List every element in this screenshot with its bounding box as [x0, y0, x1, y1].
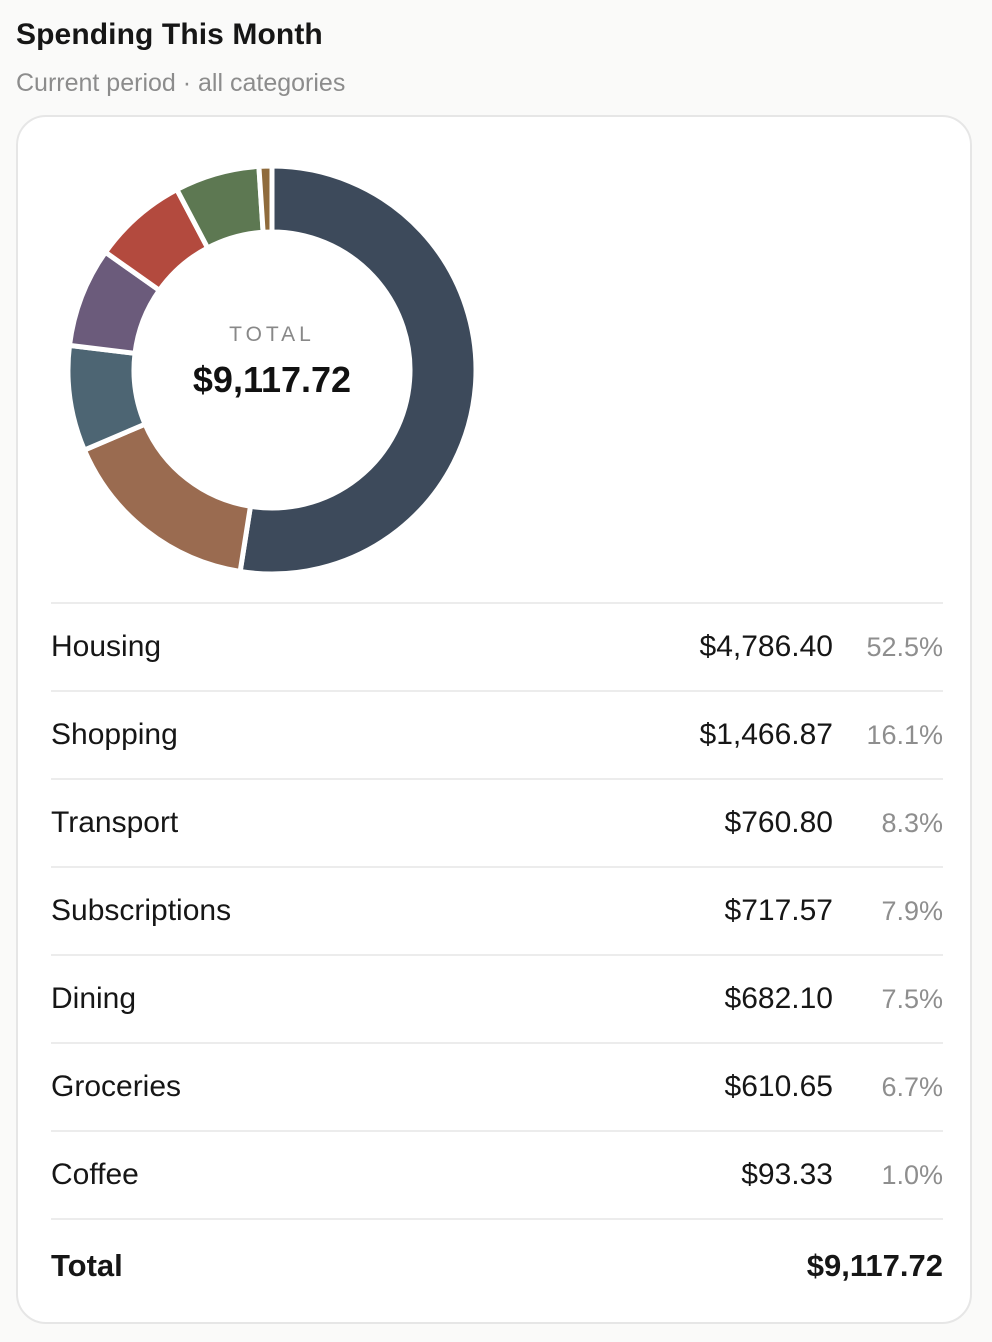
table-row[interactable]: Subscriptions $717.57 7.9%: [51, 866, 943, 954]
category-amount: $93.33: [741, 1158, 833, 1191]
table-row[interactable]: Groceries $610.65 6.7%: [51, 1042, 943, 1130]
table-row[interactable]: Dining $682.10 7.5%: [51, 954, 943, 1042]
total-amount: $9,117.72: [806, 1248, 943, 1283]
donut-center-label: TOTAL: [229, 323, 315, 346]
category-percent: 8.3%: [881, 807, 943, 838]
category-amount: $682.10: [724, 982, 833, 1015]
category-percent: 7.9%: [881, 895, 943, 926]
page-subtitle: Current period · all categories: [16, 69, 346, 97]
spending-card: TOTAL $9,117.72 Housing $4,786.40 52.5% …: [16, 115, 972, 1324]
table-row[interactable]: Shopping $1,466.87 16.1%: [51, 690, 943, 778]
category-name: Subscriptions: [51, 894, 232, 927]
category-amount: $610.65: [724, 1070, 833, 1103]
table-row[interactable]: Housing $4,786.40 52.5%: [51, 602, 943, 690]
category-name: Housing: [51, 630, 162, 663]
page-title: Spending This Month: [16, 18, 323, 51]
category-name: Dining: [51, 982, 137, 1015]
category-amount: $760.80: [724, 806, 833, 839]
category-name: Transport: [51, 806, 179, 839]
category-percent: 1.0%: [881, 1159, 943, 1190]
total-label: Total: [51, 1248, 123, 1283]
category-amount: $1,466.87: [699, 718, 833, 751]
donut-slice-housing[interactable]: [237, 165, 477, 575]
category-percent: 52.5%: [866, 631, 943, 662]
table-row[interactable]: Coffee $93.33 1.0%: [51, 1130, 943, 1218]
category-amount: $717.57: [724, 894, 833, 927]
donut-center-value: $9,117.72: [192, 359, 352, 400]
header: Spending This Month Current period · all…: [16, 18, 345, 98]
donut-chart: TOTAL $9,117.72: [67, 165, 477, 575]
donut-slice-coffee[interactable]: [256, 165, 275, 235]
category-percent: 6.7%: [881, 1071, 943, 1102]
category-percent: 16.1%: [866, 719, 943, 750]
table-row[interactable]: Transport $760.80 8.3%: [51, 778, 943, 866]
category-table: Housing $4,786.40 52.5% Shopping $1,466.…: [51, 602, 943, 1312]
category-name: Coffee: [51, 1158, 139, 1191]
donut-svg: [67, 165, 477, 575]
total-row: Total $9,117.72: [51, 1218, 943, 1312]
category-percent: 7.5%: [881, 983, 943, 1014]
category-name: Groceries: [51, 1070, 182, 1103]
category-amount: $4,786.40: [699, 630, 833, 663]
category-name: Shopping: [51, 718, 178, 751]
donut-center: TOTAL $9,117.72: [67, 165, 477, 575]
